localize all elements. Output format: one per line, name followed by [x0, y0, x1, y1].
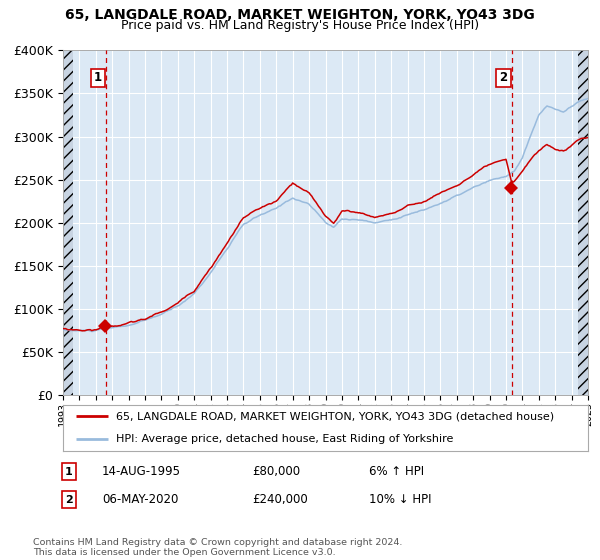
Text: 06-MAY-2020: 06-MAY-2020 — [102, 493, 178, 506]
Text: 65, LANGDALE ROAD, MARKET WEIGHTON, YORK, YO43 3DG: 65, LANGDALE ROAD, MARKET WEIGHTON, YORK… — [65, 8, 535, 22]
Text: HPI: Average price, detached house, East Riding of Yorkshire: HPI: Average price, detached house, East… — [115, 435, 453, 444]
Text: 1: 1 — [65, 466, 73, 477]
Text: 2: 2 — [65, 494, 73, 505]
Text: £80,000: £80,000 — [252, 465, 300, 478]
Text: Contains HM Land Registry data © Crown copyright and database right 2024.
This d: Contains HM Land Registry data © Crown c… — [33, 538, 403, 557]
Text: £240,000: £240,000 — [252, 493, 308, 506]
Bar — [578, 50, 588, 395]
Text: 14-AUG-1995: 14-AUG-1995 — [102, 465, 181, 478]
Bar — [63, 50, 73, 395]
Text: 65, LANGDALE ROAD, MARKET WEIGHTON, YORK, YO43 3DG (detached house): 65, LANGDALE ROAD, MARKET WEIGHTON, YORK… — [115, 412, 554, 421]
Text: 2: 2 — [499, 72, 508, 85]
Text: 6% ↑ HPI: 6% ↑ HPI — [369, 465, 424, 478]
Text: 10% ↓ HPI: 10% ↓ HPI — [369, 493, 431, 506]
Text: Price paid vs. HM Land Registry's House Price Index (HPI): Price paid vs. HM Land Registry's House … — [121, 19, 479, 32]
Text: 1: 1 — [94, 72, 102, 85]
